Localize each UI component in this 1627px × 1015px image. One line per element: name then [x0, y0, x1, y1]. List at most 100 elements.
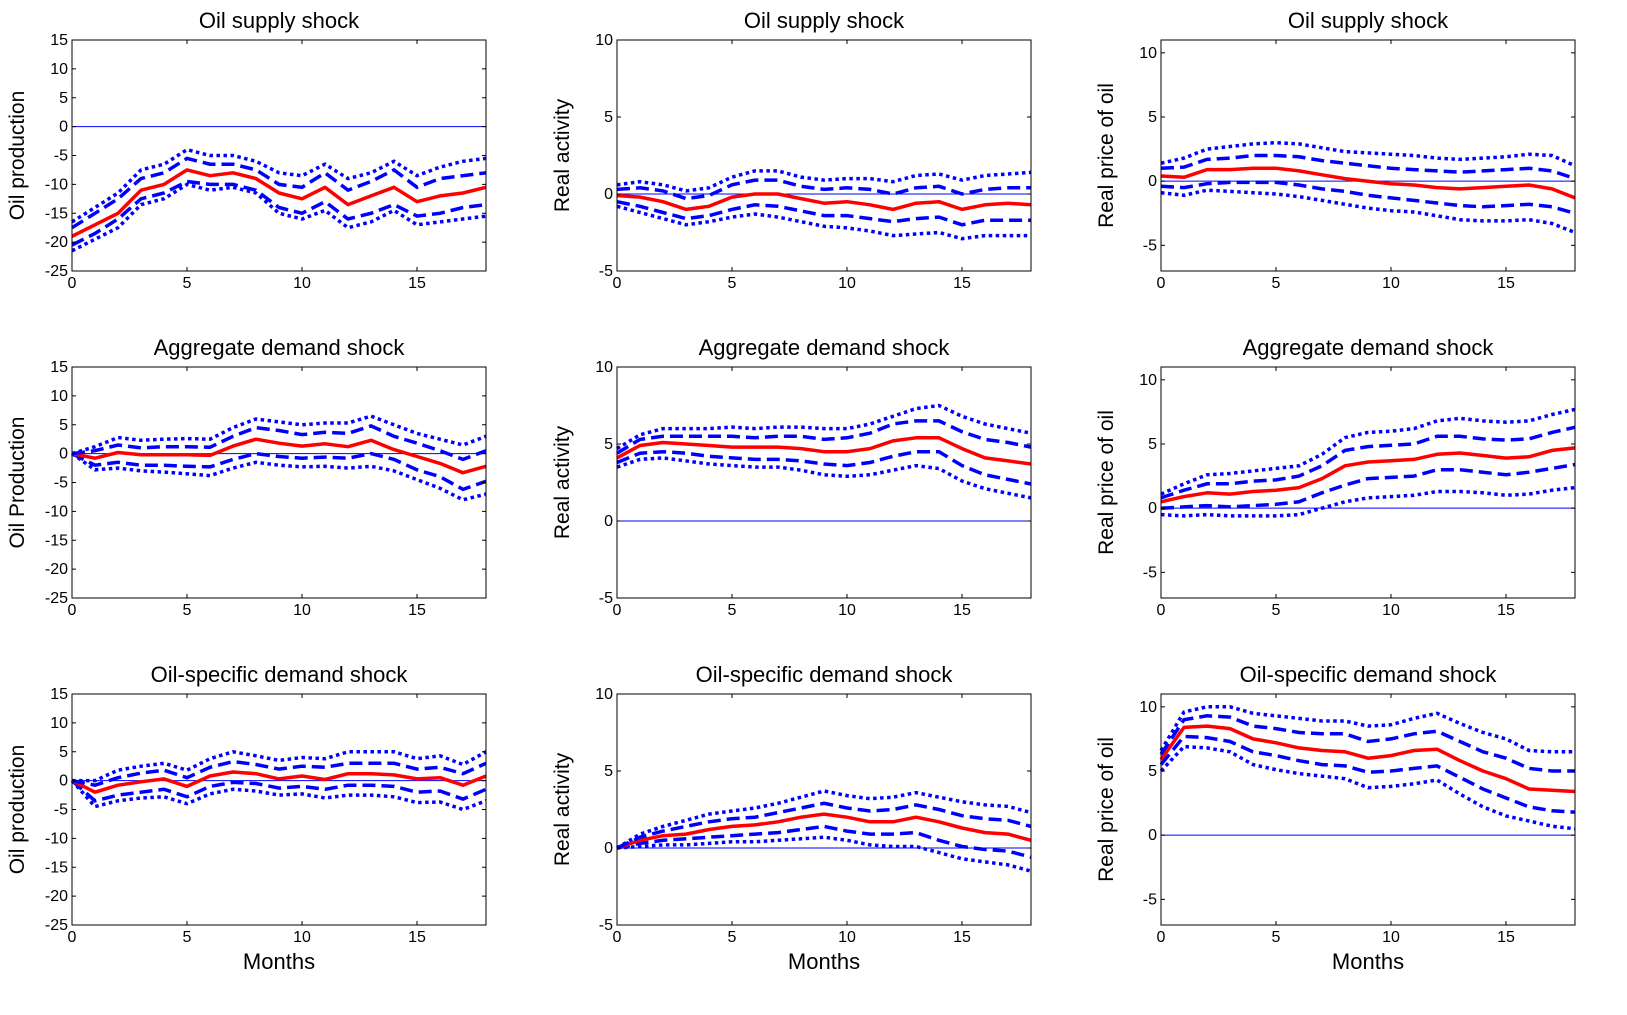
y-tick-label: 5: [604, 109, 613, 126]
inner-band-line: [617, 452, 1031, 484]
outer-band-line: [617, 206, 1031, 238]
x-tick-label: 10: [1382, 602, 1400, 619]
x-tick-label: 5: [1272, 929, 1281, 946]
plot-frame: [72, 694, 486, 925]
y-tick-label: 0: [604, 513, 613, 530]
x-axis-label: Months: [788, 949, 860, 974]
y-tick-label: 5: [1148, 436, 1157, 453]
x-tick-label: 10: [293, 929, 311, 946]
panel-title: Oil-specific demand shock: [1240, 662, 1498, 687]
y-tick-label: 0: [59, 119, 68, 136]
y-tick-label: 10: [1139, 699, 1157, 716]
x-tick-label: 10: [838, 275, 856, 292]
y-tick-label: 0: [604, 840, 613, 857]
y-tick-label: 10: [50, 388, 68, 405]
outer-band-line: [72, 752, 486, 781]
x-tick-label: 5: [728, 929, 737, 946]
panel-title: Oil supply shock: [199, 8, 360, 33]
y-tick-label: -15: [45, 205, 68, 222]
x-tick-label: 5: [1272, 602, 1281, 619]
panel-title: Oil supply shock: [1288, 8, 1449, 33]
irf-panel: Oil-specific demand shock Oil production M…: [6, 662, 486, 974]
y-axis-label: Real activity: [551, 425, 574, 539]
irf-panel: Aggregate demand shock Real price of oil 0…: [1095, 335, 1575, 619]
y-axis-label: Oil production: [6, 745, 29, 875]
plot-frame: [72, 40, 486, 271]
x-tick-label: 5: [728, 275, 737, 292]
y-axis-label: Real activity: [551, 752, 574, 866]
plot-frame: [1161, 40, 1575, 271]
x-tick-label: 10: [293, 602, 311, 619]
y-tick-label: 10: [1139, 372, 1157, 389]
y-tick-label: -25: [45, 263, 68, 280]
y-tick-label: -20: [45, 234, 68, 251]
inner-band-line: [1161, 716, 1575, 771]
y-tick-label: -15: [45, 532, 68, 549]
y-tick-label: -5: [599, 917, 613, 934]
panel-title: Aggregate demand shock: [154, 335, 406, 360]
y-tick-label: 5: [1148, 109, 1157, 126]
y-tick-label: 15: [50, 686, 68, 703]
x-tick-label: 10: [838, 602, 856, 619]
irf-panel: Oil supply shockReal price of oil0 5 10 15-…: [1095, 8, 1575, 292]
y-tick-label: -25: [45, 590, 68, 607]
y-axis-label: Real price of oil: [1095, 410, 1118, 555]
panel-title: Aggregate demand shock: [699, 335, 951, 360]
x-tick-label: 15: [1497, 929, 1515, 946]
irf-panel: Aggregate demand shock Oil Production 0 5 10…: [6, 335, 486, 619]
x-tick-label: 10: [293, 275, 311, 292]
y-axis-label: Real price of oil: [1095, 83, 1118, 228]
x-tick-label: 0: [1157, 929, 1166, 946]
x-tick-label: 0: [68, 602, 77, 619]
x-tick-label: 15: [953, 929, 971, 946]
y-tick-label: 5: [59, 90, 68, 107]
y-tick-label: -5: [54, 148, 68, 165]
x-tick-label: 0: [1157, 602, 1166, 619]
plot-frame: [617, 694, 1031, 925]
inner-band-line: [1161, 465, 1575, 509]
y-axis-label: Oil Production: [6, 417, 29, 549]
inner-band-line: [617, 803, 1031, 848]
panel-title: Oil-specific demand shock: [696, 662, 954, 687]
y-tick-label: -20: [45, 561, 68, 578]
y-tick-label: -20: [45, 888, 68, 905]
x-tick-label: 15: [408, 929, 426, 946]
y-tick-label: 10: [50, 61, 68, 78]
irf-panel: Oil-specific demand shock Real activity Mo…: [551, 662, 1031, 974]
y-tick-label: 0: [1148, 173, 1157, 190]
irf-panel: Oil-specific demand shockReal price of o…: [1095, 662, 1575, 974]
y-tick-label: 0: [1148, 500, 1157, 517]
y-tick-label: 10: [595, 686, 613, 703]
median-response-line: [617, 814, 1031, 848]
outer-band-line: [1161, 409, 1575, 494]
y-tick-label: -5: [54, 475, 68, 492]
irf-panel: Aggregate demand shock Real activity 0 5 10 1…: [551, 335, 1031, 619]
y-tick-label: -10: [45, 176, 68, 193]
y-tick-label: 5: [59, 744, 68, 761]
outer-band-line: [1161, 143, 1575, 166]
y-tick-label: -15: [45, 859, 68, 876]
inner-band-line: [1161, 156, 1575, 179]
y-tick-label: 5: [604, 763, 613, 780]
x-tick-label: 0: [68, 275, 77, 292]
x-tick-label: 5: [728, 602, 737, 619]
median-response-line: [1161, 726, 1575, 791]
y-tick-label: -5: [54, 802, 68, 819]
y-tick-label: -5: [1143, 891, 1157, 908]
y-tick-label: 5: [604, 436, 613, 453]
y-tick-label: 5: [59, 417, 68, 434]
plot-frame: [72, 367, 486, 598]
x-tick-label: 15: [953, 275, 971, 292]
x-tick-label: 5: [183, 275, 192, 292]
x-tick-label: 15: [408, 602, 426, 619]
y-tick-label: -5: [1143, 237, 1157, 254]
y-tick-label: 15: [50, 32, 68, 49]
y-tick-label: -10: [45, 503, 68, 520]
y-tick-label: 0: [1148, 827, 1157, 844]
y-tick-label: 10: [595, 359, 613, 376]
y-tick-label: 0: [604, 186, 613, 203]
y-tick-label: 15: [50, 359, 68, 376]
x-tick-label: 10: [1382, 929, 1400, 946]
inner-band-line: [1161, 736, 1575, 812]
